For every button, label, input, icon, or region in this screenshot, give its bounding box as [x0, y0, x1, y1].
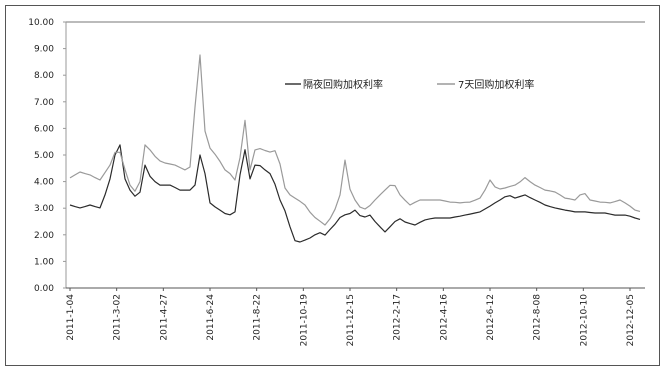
- y-tick-label: 7.00: [34, 98, 54, 108]
- x-tick-label: 2012-2-17: [393, 294, 403, 341]
- x-tick-label: 2011-6-24: [206, 294, 216, 341]
- x-tick-label: 2012-8-08: [533, 294, 543, 341]
- y-tick-label: 0.00: [34, 284, 54, 294]
- series-line-overnight: [69, 144, 641, 243]
- legend-label-overnight: 隔夜回购加权利率: [303, 78, 383, 91]
- x-tick-label: 2012-4-16: [439, 294, 449, 341]
- legend: 隔夜回购加权利率 7天回购加权利率: [285, 78, 534, 91]
- x-tick-label: 2011-4-27: [159, 294, 169, 341]
- x-tick-label: 2011-10-19: [299, 294, 309, 347]
- legend-label-7day: 7天回购加权利率: [458, 78, 534, 91]
- y-tick-label: 3.00: [34, 204, 54, 214]
- y-tick-label: 5.00: [34, 151, 54, 161]
- y-tick-label: 4.00: [34, 178, 54, 188]
- y-tick-label: 10.00: [28, 18, 54, 28]
- chart-frame: [5, 5, 660, 366]
- x-tick-label: 2011-12-15: [346, 294, 356, 346]
- y-tick-label: 8.00: [34, 71, 54, 81]
- x-tick-label: 2012-6-12: [486, 294, 496, 341]
- y-tick-label: 2.00: [34, 231, 54, 241]
- x-tick-label: 2011-1-04: [66, 294, 76, 341]
- y-tick-label: 6.00: [34, 124, 54, 134]
- y-tick-label: 1.00: [34, 257, 54, 267]
- x-tick-label: 2011-3-02: [113, 294, 123, 341]
- x-tick-label: 2012-12-05: [626, 294, 636, 346]
- x-tick-label: 2012-10-10: [579, 294, 589, 347]
- y-tick-label: 9.00: [34, 45, 54, 55]
- series-lines: [69, 54, 641, 243]
- axes: 0.00 1.00 2.00 3.00 4.00 5.00 6.00 7.00 8.00 9.00…: [28, 18, 645, 346]
- series-line-7day: [69, 54, 641, 226]
- x-tick-label: 2011-8-22: [253, 294, 263, 341]
